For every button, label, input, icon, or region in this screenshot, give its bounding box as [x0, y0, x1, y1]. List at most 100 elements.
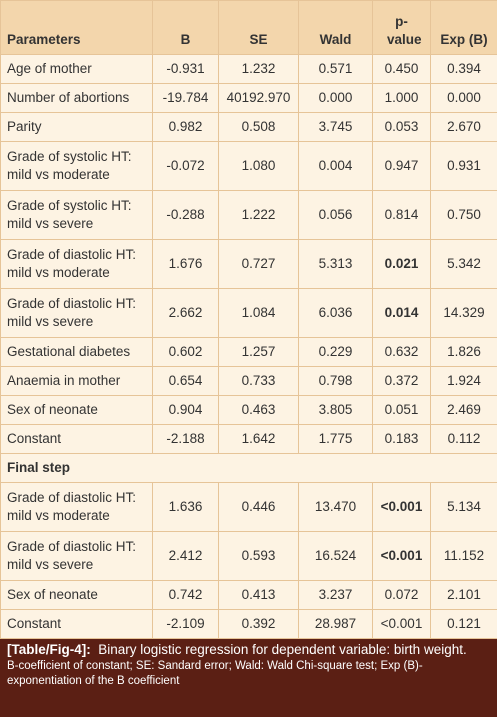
cell: 2.101 — [431, 581, 497, 610]
cell: 5.134 — [431, 483, 497, 532]
cell: 2.662 — [153, 289, 219, 338]
cell: -0.288 — [153, 191, 219, 240]
cell: 0.372 — [373, 367, 431, 396]
cell: 0.229 — [299, 338, 373, 367]
row-label: Number of abortions — [1, 84, 153, 113]
cell: 5.342 — [431, 240, 497, 289]
caption: [Table/Fig-4]: Binary logistic regressio… — [0, 639, 497, 717]
cell: 2.670 — [431, 113, 497, 142]
cell: 0.814 — [373, 191, 431, 240]
cell: 0.931 — [431, 142, 497, 191]
header-cell: p-value — [373, 1, 431, 55]
row-label: Age of mother — [1, 55, 153, 84]
cell: 0.508 — [219, 113, 299, 142]
row-label: Grade of diastolic HT: mild vs severe — [1, 289, 153, 338]
header-cell: B — [153, 1, 219, 55]
cell: -2.188 — [153, 425, 219, 454]
cell: <0.001 — [373, 532, 431, 581]
cell: 16.524 — [299, 532, 373, 581]
cell: 0.051 — [373, 396, 431, 425]
cell: 1.232 — [219, 55, 299, 84]
row-label: Anaemia in mother — [1, 367, 153, 396]
cell: 0.982 — [153, 113, 219, 142]
section-label: Final step — [1, 454, 497, 483]
cell: 0.450 — [373, 55, 431, 84]
cell: 3.745 — [299, 113, 373, 142]
row-label: Sex of neonate — [1, 396, 153, 425]
cell: 1.636 — [153, 483, 219, 532]
cell: 0.654 — [153, 367, 219, 396]
cell: 0.463 — [219, 396, 299, 425]
cell: 13.470 — [299, 483, 373, 532]
cell: 6.036 — [299, 289, 373, 338]
cell: <0.001 — [373, 610, 431, 639]
cell: -2.109 — [153, 610, 219, 639]
cell: 1.826 — [431, 338, 497, 367]
cell: 0.004 — [299, 142, 373, 191]
cell: 0.000 — [431, 84, 497, 113]
row-label: Grade of systolic HT: mild vs severe — [1, 191, 153, 240]
cell: 0.112 — [431, 425, 497, 454]
table-row: Grade of systolic HT: mild vs moderate-0… — [1, 142, 497, 191]
cell: 2.469 — [431, 396, 497, 425]
cell: 0.733 — [219, 367, 299, 396]
cell: 1.775 — [299, 425, 373, 454]
header-cell: Wald — [299, 1, 373, 55]
cell: 1.000 — [373, 84, 431, 113]
cell: 0.056 — [299, 191, 373, 240]
cell: 0.392 — [219, 610, 299, 639]
cell: 1.222 — [219, 191, 299, 240]
cell: 0.053 — [373, 113, 431, 142]
cell: 0.727 — [219, 240, 299, 289]
row-label: Grade of systolic HT: mild vs moderate — [1, 142, 153, 191]
cell: 2.412 — [153, 532, 219, 581]
cell: 0.072 — [373, 581, 431, 610]
row-label: Sex of neonate — [1, 581, 153, 610]
cell: 0.000 — [299, 84, 373, 113]
header-cell: Parameters — [1, 1, 153, 55]
cell: 1.676 — [153, 240, 219, 289]
cell: 0.593 — [219, 532, 299, 581]
row-label: Gestational diabetes — [1, 338, 153, 367]
cell: <0.001 — [373, 483, 431, 532]
cell: 0.742 — [153, 581, 219, 610]
caption-notes: B-coefficient of constant; SE: Sandard e… — [7, 659, 490, 689]
cell: 28.987 — [299, 610, 373, 639]
section-row: Final step — [1, 454, 497, 483]
cell: -0.072 — [153, 142, 219, 191]
cell: 0.183 — [373, 425, 431, 454]
caption-label: [Table/Fig-4]: — [7, 642, 91, 657]
cell: -0.931 — [153, 55, 219, 84]
cell: 0.446 — [219, 483, 299, 532]
row-label: Constant — [1, 610, 153, 639]
header-cell: Exp (B) — [431, 1, 497, 55]
cell: 0.121 — [431, 610, 497, 639]
cell: 0.413 — [219, 581, 299, 610]
cell: 0.394 — [431, 55, 497, 84]
row-label: Grade of diastolic HT: mild vs severe — [1, 532, 153, 581]
cell: 1.257 — [219, 338, 299, 367]
cell: 1.642 — [219, 425, 299, 454]
row-label: Constant — [1, 425, 153, 454]
cell: 1.080 — [219, 142, 299, 191]
cell: 3.805 — [299, 396, 373, 425]
cell: 11.152 — [431, 532, 497, 581]
row-label: Parity — [1, 113, 153, 142]
caption-main: [Table/Fig-4]: Binary logistic regressio… — [7, 642, 490, 658]
header-cell: SE — [219, 1, 299, 55]
cell: 0.632 — [373, 338, 431, 367]
